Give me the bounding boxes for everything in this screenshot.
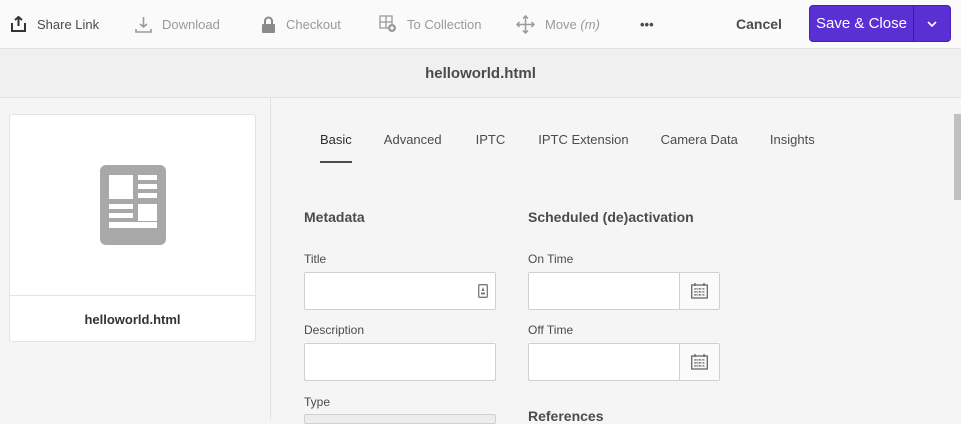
more-button[interactable]: •••: [640, 0, 654, 48]
off-time-input[interactable]: [528, 343, 720, 381]
description-label: Description: [304, 323, 365, 337]
tab-iptc[interactable]: IPTC: [475, 132, 506, 147]
save-close-button-group: Save & Close: [809, 5, 951, 42]
tab-insights[interactable]: Insights: [769, 132, 815, 147]
cancel-button[interactable]: Cancel: [736, 16, 782, 32]
title-label: Title: [304, 252, 327, 266]
download-button[interactable]: Download: [135, 0, 220, 48]
tab-bar: Basic Advanced IPTC IPTC Extension Camer…: [304, 132, 847, 163]
off-time-calendar-button[interactable]: [679, 344, 719, 380]
type-label: Type: [304, 395, 331, 409]
calendar-icon: [691, 354, 708, 370]
metadata-heading: Metadata: [304, 209, 365, 225]
title-input[interactable]: [304, 272, 496, 310]
save-options-button[interactable]: [914, 6, 950, 41]
asset-card[interactable]: helloworld.html: [9, 114, 256, 342]
lock-icon: [262, 16, 275, 33]
tab-basic[interactable]: Basic: [320, 132, 352, 163]
tab-advanced[interactable]: Advanced: [383, 132, 442, 147]
on-time-input[interactable]: [528, 272, 720, 310]
to-collection-button[interactable]: To Collection: [379, 0, 481, 48]
share-icon: [11, 15, 26, 32]
share-link-button[interactable]: Share Link: [10, 0, 99, 48]
tab-iptc-extension[interactable]: IPTC Extension: [538, 132, 629, 147]
download-icon: [135, 16, 152, 33]
more-icon: •••: [640, 16, 654, 32]
toolbar: Share Link Download Checkout To Collecti…: [0, 0, 961, 49]
checkout-button[interactable]: Checkout: [261, 0, 341, 48]
move-icon: [516, 14, 535, 34]
on-time-calendar-button[interactable]: [679, 273, 719, 309]
on-time-label: On Time: [528, 252, 574, 266]
save-close-button[interactable]: Save & Close: [810, 6, 914, 41]
calendar-icon: [691, 283, 708, 299]
asset-name: helloworld.html: [84, 312, 181, 327]
references-heading: References: [528, 408, 604, 424]
tab-camera-data[interactable]: Camera Data: [660, 132, 738, 147]
type-field: [304, 414, 496, 424]
chevron-down-icon: [927, 20, 937, 27]
scrollbar-thumb[interactable]: [954, 114, 961, 200]
off-time-label: Off Time: [528, 323, 574, 337]
description-input[interactable]: [304, 343, 496, 381]
scheduled-heading: Scheduled (de)activation: [528, 209, 694, 225]
text-field-icon: [478, 284, 488, 298]
asset-panel: helloworld.html: [0, 98, 271, 420]
page-title: helloworld.html: [0, 49, 961, 98]
document-icon: [99, 165, 166, 245]
asset-thumbnail: [10, 115, 255, 296]
move-button[interactable]: Move (m): [516, 0, 600, 48]
collection-add-icon: [379, 15, 396, 32]
